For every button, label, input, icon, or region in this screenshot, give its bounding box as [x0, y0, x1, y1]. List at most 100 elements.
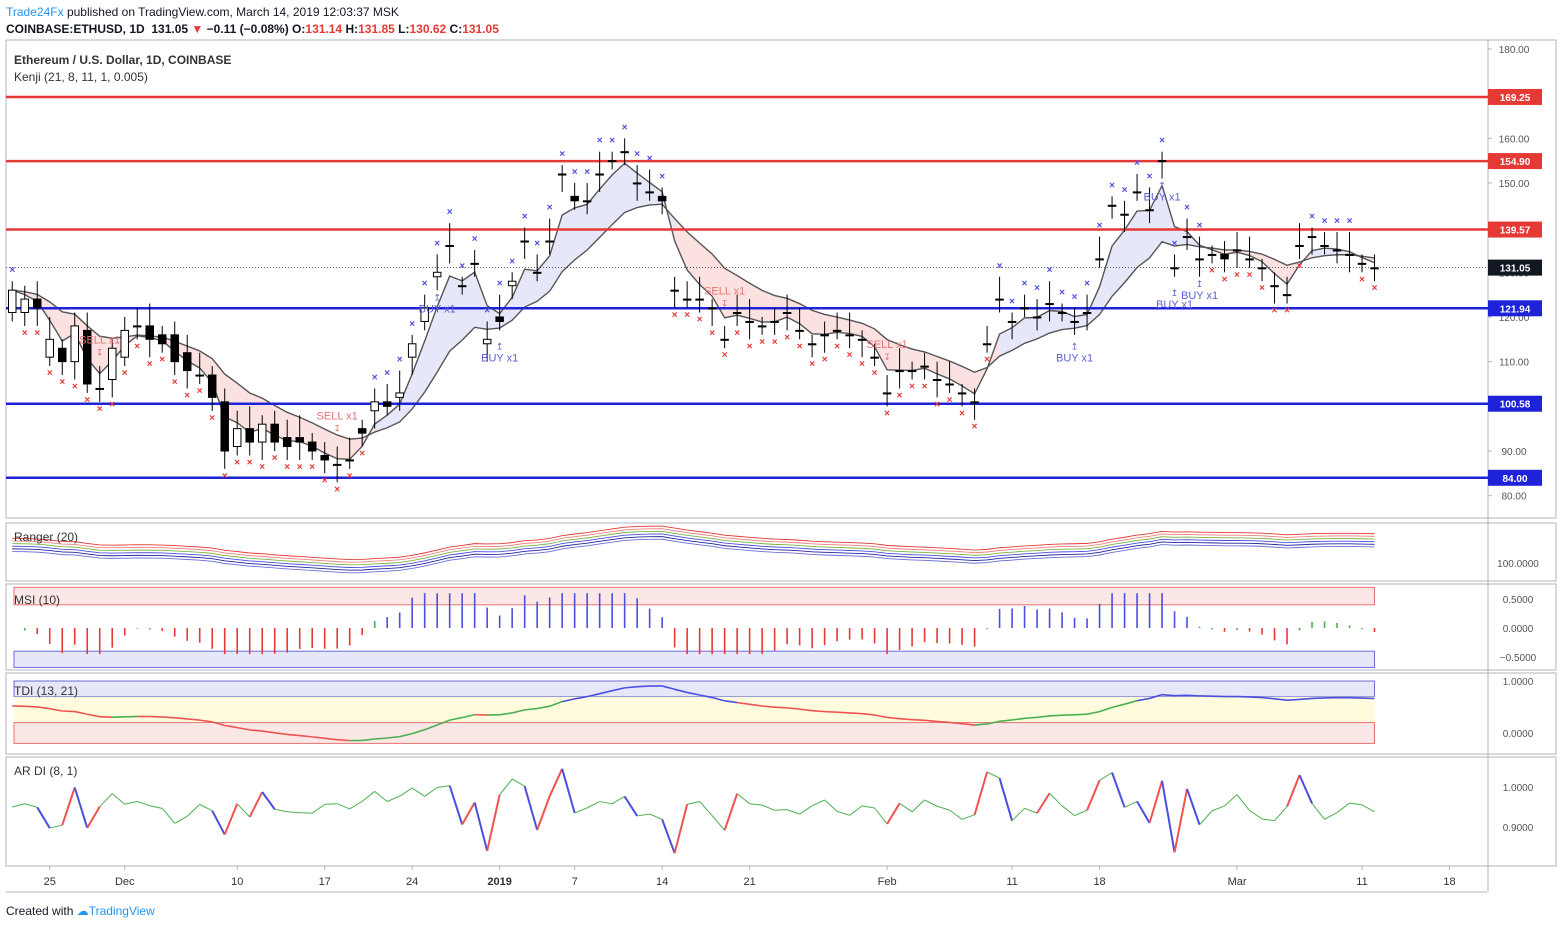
- candle-down: [657, 195, 667, 202]
- sell-cross-marker: ×: [297, 462, 303, 473]
- candle-up: [1245, 258, 1254, 261]
- candle-up: [1232, 249, 1242, 252]
- kenji-band-segment: [687, 231, 700, 285]
- kenji-band-segment: [624, 163, 638, 213]
- tdi-line-segment: [299, 734, 313, 738]
- buy-cross-marker: ×: [434, 238, 440, 249]
- tdi-line-segment: [337, 738, 350, 742]
- tdi-line-segment: [24, 705, 38, 708]
- candle-down: [295, 437, 304, 443]
- candle-up: [982, 343, 992, 346]
- tdi-line-segment: [424, 724, 438, 731]
- kenji-band-segment: [1049, 310, 1063, 334]
- x-tick-label: 25: [44, 876, 56, 888]
- candle-up: [520, 240, 529, 243]
- ardi-line-segment: [523, 785, 539, 831]
- tdi-line-segment: [762, 705, 775, 709]
- x-tick-label: 14: [656, 876, 668, 888]
- close-value: 131.05: [462, 22, 499, 36]
- ardi-line-segment: [411, 787, 425, 797]
- tdi-line-segment: [599, 689, 613, 695]
- buy-cross-marker: ×: [509, 256, 515, 267]
- candle-up: [820, 334, 829, 337]
- kenji-band-segment: [849, 320, 863, 337]
- tdi-line-segment: [749, 703, 763, 707]
- kenji-band-segment: [1137, 210, 1150, 268]
- ardi-line-segment: [1061, 805, 1075, 816]
- tdi-line-segment: [1011, 717, 1025, 721]
- kenji-band-segment: [412, 340, 425, 409]
- ardi-line-segment: [1049, 792, 1063, 807]
- sell-cross-marker: ×: [272, 453, 278, 464]
- kenji-band-segment: [1262, 254, 1275, 274]
- ardi-line-segment: [786, 809, 800, 815]
- ardi-line-segment: [274, 808, 288, 813]
- ardi-line-segment: [824, 799, 838, 812]
- ardi-line-segment: [1148, 780, 1164, 824]
- msi-y-label: −0.5000: [1500, 653, 1537, 664]
- ardi-line-segment: [236, 803, 251, 818]
- tdi-line-segment: [262, 730, 275, 734]
- candle-up: [1195, 258, 1204, 261]
- support-price-tag: [1488, 395, 1542, 412]
- publisher-name[interactable]: Trade24Fx: [6, 5, 64, 19]
- ranger-band-line: [12, 528, 1375, 563]
- symbol-label: COINBASE:ETHUSD, 1D: [6, 22, 145, 36]
- candle-up: [432, 271, 442, 278]
- buy-cross-marker: ×: [1097, 221, 1103, 232]
- sell-cross-marker: ×: [1259, 283, 1265, 294]
- msi-title: MSI (10): [14, 593, 60, 607]
- ardi-line-segment: [61, 787, 76, 826]
- sell-cross-marker: ×: [309, 462, 315, 473]
- buy-cross-marker: ×: [1334, 216, 1340, 227]
- tdi-line-segment: [586, 692, 600, 698]
- kenji-band-segment: [1087, 286, 1100, 326]
- tdi-line-segment: [787, 707, 800, 710]
- buy-cross-marker: ×: [372, 372, 378, 383]
- sell-arrow-icon: ↧: [96, 347, 104, 357]
- sell-cross-marker: ×: [172, 377, 178, 388]
- candle-up: [632, 182, 642, 185]
- ranger-band-line: [12, 533, 1375, 568]
- sell-cross-marker: ×: [1247, 270, 1253, 281]
- tdi-middle-zone: [14, 696, 1375, 723]
- buy-cross-marker: ×: [9, 265, 15, 276]
- ardi-line-segment: [1236, 794, 1250, 811]
- kenji-band-segment: [549, 214, 563, 292]
- tdi-line-segment: [74, 710, 88, 716]
- tdi-line-segment: [937, 720, 950, 724]
- candle-up: [482, 338, 492, 345]
- ardi-line-segment: [1324, 812, 1338, 820]
- resistance-price-label: 154.90: [1500, 157, 1531, 168]
- candle-down: [357, 428, 367, 434]
- ardi-line-segment: [924, 799, 938, 807]
- ardi-line-segment: [862, 805, 875, 809]
- panel-frame-2: [5, 583, 1557, 671]
- candle-up: [920, 365, 929, 368]
- sell-cross-marker: ×: [159, 355, 165, 366]
- candle-down: [220, 401, 229, 452]
- candle-down: [82, 329, 92, 385]
- ardi-line-segment: [311, 803, 325, 814]
- tdi-line-segment: [1149, 693, 1163, 700]
- y-tick-label: 150.00: [1499, 179, 1530, 190]
- kenji-band-segment: [374, 415, 388, 433]
- tdi-line-segment: [686, 691, 700, 696]
- buy-cross-marker: ×: [1084, 279, 1090, 290]
- candle-up: [120, 329, 129, 358]
- ardi-line-segment: [723, 793, 739, 831]
- ardi-line-segment: [211, 810, 226, 835]
- sell-cross-marker: ×: [1372, 283, 1378, 294]
- footer: Created with ☁TradingView: [6, 904, 155, 918]
- buy-arrow-icon: ↥: [1171, 288, 1179, 298]
- ardi-line-segment: [73, 787, 89, 829]
- candle-up: [795, 329, 804, 332]
- kenji-band-segment: [587, 189, 600, 251]
- kenji-band-segment: [637, 173, 650, 208]
- ardi-line-segment: [374, 791, 388, 802]
- kenji-band-segment: [599, 174, 613, 238]
- tradingview-brand[interactable]: TradingView: [88, 904, 155, 918]
- kenji-band-segment: [287, 412, 300, 442]
- tdi-line-segment: [1111, 703, 1125, 709]
